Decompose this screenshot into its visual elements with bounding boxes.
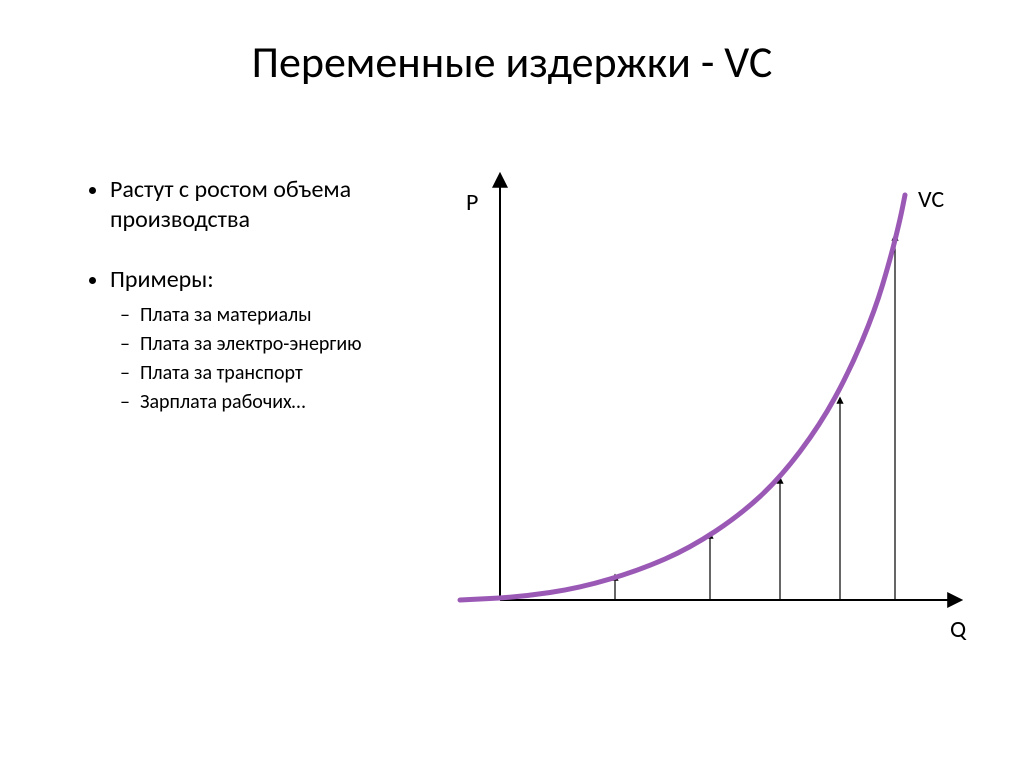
bullet-label: Растут с ростом объема производства (110, 175, 351, 234)
chart-svg (440, 160, 980, 670)
slide-title: Переменные издержки - VC (0, 35, 1024, 89)
sub-bullet-item: Зарплата рабочих… (140, 388, 465, 417)
bullet-label: Примеры: (110, 265, 214, 294)
x-axis-label: Q (950, 615, 966, 644)
sub-bullet-item: Плата за электро-энергию (140, 330, 465, 359)
bullet-item: Растут с ростом объема производства (110, 175, 465, 235)
sub-bullet-item: Плата за материалы (140, 301, 465, 330)
y-axis-label: P (466, 188, 478, 217)
bullet-content: Растут с ростом объема производства Прим… (85, 175, 465, 447)
bullet-item: Примеры: Плата за материалы Плата за эле… (110, 265, 465, 417)
slide: Переменные издержки - VC Растут с ростом… (0, 0, 1024, 767)
vc-curve-label: VC (918, 185, 944, 214)
vc-chart: P VC Q (440, 160, 980, 670)
sub-bullet-item: Плата за транспорт (140, 359, 465, 388)
